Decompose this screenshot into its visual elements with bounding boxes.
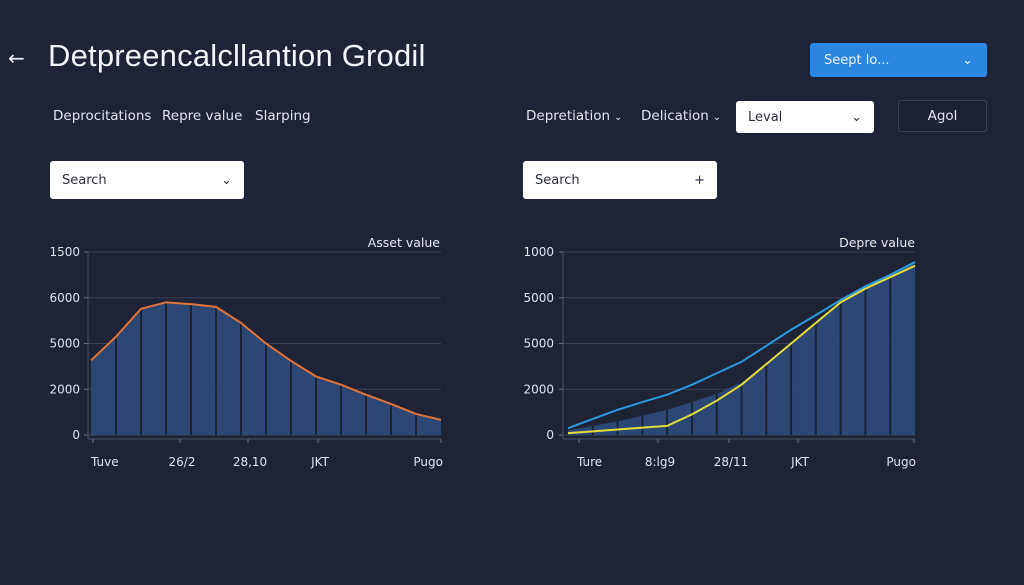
y-tick-label: 0 — [546, 428, 554, 442]
y-tick-label: 2000 — [523, 382, 554, 396]
y-tick-label: 0 — [72, 428, 80, 442]
level-select-value: Leval — [748, 109, 783, 125]
search-input-left[interactable]: Search ⌄ — [50, 161, 244, 199]
delication-label: Delication — [641, 108, 709, 124]
apply-button[interactable]: Agol — [898, 100, 987, 132]
x-tick-label: JKT — [310, 455, 329, 469]
x-tick-label: 28,10 — [233, 455, 267, 469]
search-placeholder: Search — [535, 172, 580, 188]
y-tick-label: 5000 — [523, 337, 554, 351]
delication-dropdown[interactable]: Delication ⌄ — [641, 108, 721, 124]
x-tick-label: 26/2 — [169, 455, 196, 469]
depretiation-label: Depretiation — [526, 108, 611, 124]
x-tick-label: 8:lg9 — [645, 455, 675, 469]
chevron-down-icon: ⌄ — [962, 52, 973, 68]
chevron-down-icon: ⌄ — [851, 109, 862, 125]
y-tick-label: 2000 — [49, 382, 80, 396]
page-title: Detpreencalcllantion Grodil — [48, 38, 426, 73]
area-fill — [568, 263, 915, 435]
y-tick-label: 5000 — [523, 291, 554, 305]
tab-deprocitations[interactable]: Deprocitations — [53, 108, 152, 124]
y-tick-label: 1500 — [49, 245, 80, 259]
tab-slarping[interactable]: Slarping — [255, 108, 311, 124]
level-select[interactable]: Leval ⌄ — [736, 101, 874, 133]
x-tick-label: Pugo — [886, 455, 916, 469]
x-tick-label: Tuve — [90, 455, 119, 469]
x-tick-label: JKT — [790, 455, 809, 469]
tab-repre-value[interactable]: Repre value — [162, 108, 243, 124]
y-tick-label: 6000 — [49, 291, 80, 305]
chart-title: Asset value — [368, 235, 441, 250]
chart-title: Depre value — [839, 235, 915, 250]
search-placeholder: Search — [62, 172, 107, 188]
chevron-down-icon[interactable]: ⌄ — [221, 172, 232, 188]
x-tick-label: Pugo — [413, 455, 443, 469]
y-tick-label: 1000 — [523, 245, 554, 259]
search-input-right[interactable]: Search + — [523, 161, 717, 199]
select-to-label: Seept lo... — [824, 52, 890, 68]
arrow-left-icon[interactable]: ← — [8, 46, 25, 70]
depretiation-dropdown[interactable]: Depretiation ⌄ — [526, 108, 622, 124]
x-tick-label: Ture — [576, 455, 602, 469]
y-tick-label: 5000 — [49, 337, 80, 351]
x-tick-label: 28/11 — [714, 455, 749, 469]
plus-icon[interactable]: + — [694, 172, 705, 188]
select-to-dropdown[interactable]: Seept lo... ⌄ — [810, 43, 987, 77]
chevron-down-icon: ⌄ — [712, 112, 722, 123]
chevron-down-icon: ⌄ — [614, 112, 623, 123]
